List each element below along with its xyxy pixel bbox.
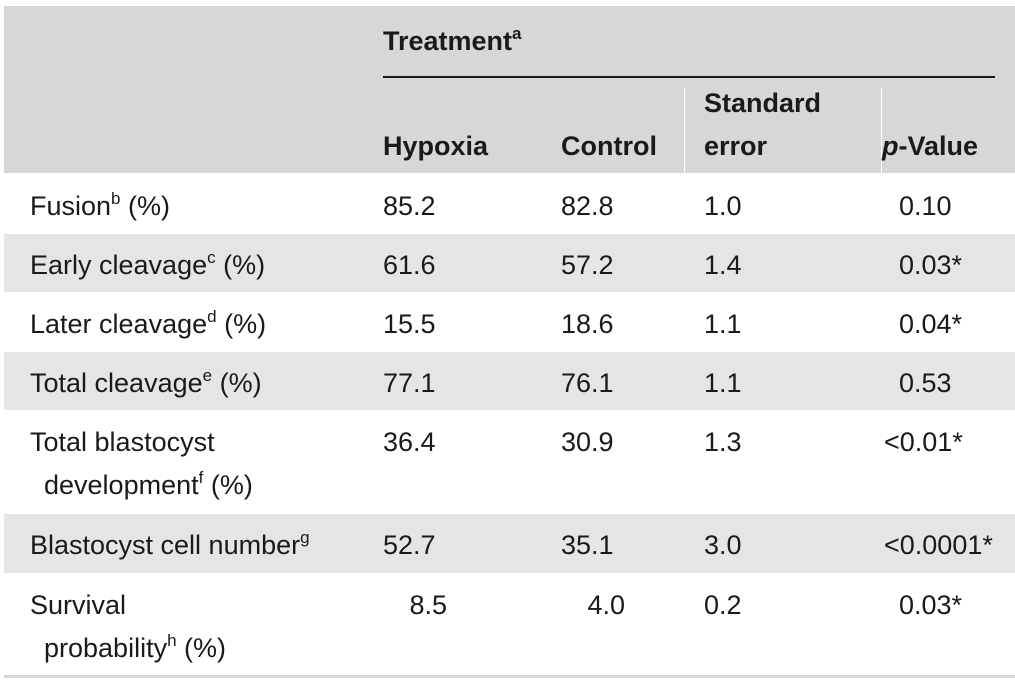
se-value: 1.0	[704, 191, 742, 221]
table-row: Total blastocyst developmentf (%) 36.4 3…	[4, 411, 1015, 513]
row-label: Later cleavaged (%)	[30, 307, 267, 339]
row-label-line2: developmentf (%)	[44, 468, 253, 500]
control-value: 4.0	[587, 590, 625, 620]
row-label: Fusionb (%)	[30, 189, 171, 221]
se-value: 1.1	[704, 309, 742, 339]
column-separator	[684, 88, 685, 173]
control-value: 18.6	[561, 309, 614, 339]
control-value: 35.1	[561, 530, 614, 560]
se-value: 0.2	[704, 590, 742, 620]
treatment-rule	[383, 76, 995, 78]
hypoxia-value: 52.7	[383, 530, 436, 560]
se-column-header-line2: error	[704, 131, 768, 161]
table-row: Early cleavagec (%) 61.6 57.2 1.4 0.03*	[4, 234, 1015, 292]
control-value: 30.9	[561, 427, 614, 457]
p-value: 0.53	[899, 368, 952, 398]
se-value: 1.1	[704, 368, 742, 398]
se-value: 1.4	[704, 250, 742, 280]
hypoxia-value: 8.5	[409, 590, 447, 620]
bottom-rule	[4, 675, 1015, 678]
se-column-header-line1: Standard	[704, 88, 822, 118]
row-label-line1: Survival	[30, 590, 127, 620]
hypoxia-value: 36.4	[383, 427, 436, 457]
control-value: 57.2	[561, 250, 614, 280]
p-value: 0.03*	[899, 590, 963, 620]
hypoxia-value: 15.5	[383, 309, 436, 339]
row-label-line2: probabilityh (%)	[44, 631, 227, 663]
column-separator	[881, 88, 882, 173]
se-value: 1.3	[704, 427, 742, 457]
row-label: Early cleavagec (%)	[30, 248, 266, 280]
p-value: <0.01*	[884, 427, 963, 457]
p-value: 0.03*	[899, 250, 963, 280]
row-label: Total cleavagee (%)	[30, 366, 262, 398]
p-value-column-header: p-Value	[882, 131, 979, 161]
treatment-header: Treatmenta	[383, 24, 522, 56]
table-row: Blastocyst cell numberg 52.7 35.1 3.0 <0…	[4, 514, 1015, 573]
row-label: Blastocyst cell numberg	[30, 528, 310, 560]
table-row: Total cleavagee (%) 77.1 76.1 1.1 0.53	[4, 352, 1015, 410]
hypoxia-value: 61.6	[383, 250, 436, 280]
table-row: Survival probabilityh (%) 8.5 4.0 0.2 0.…	[4, 574, 1015, 675]
table-row: Fusionb (%) 85.2 82.8 1.0 0.10	[4, 173, 1015, 233]
p-value: 0.10	[899, 191, 952, 221]
hypoxia-column-header: Hypoxia	[383, 131, 489, 161]
table-header: Treatmenta Hypoxia Control Standard erro…	[4, 6, 1015, 173]
se-value: 3.0	[704, 530, 742, 560]
hypoxia-value: 85.2	[383, 191, 436, 221]
p-value: 0.04*	[899, 309, 963, 339]
hypoxia-value: 77.1	[383, 368, 436, 398]
p-value: <0.0001*	[884, 530, 993, 560]
control-value: 76.1	[561, 368, 614, 398]
table-row: Later cleavaged (%) 15.5 18.6 1.1 0.04*	[4, 293, 1015, 351]
control-column-header: Control	[561, 131, 657, 161]
control-value: 82.8	[561, 191, 614, 221]
row-label-line1: Total blastocyst	[30, 427, 215, 457]
